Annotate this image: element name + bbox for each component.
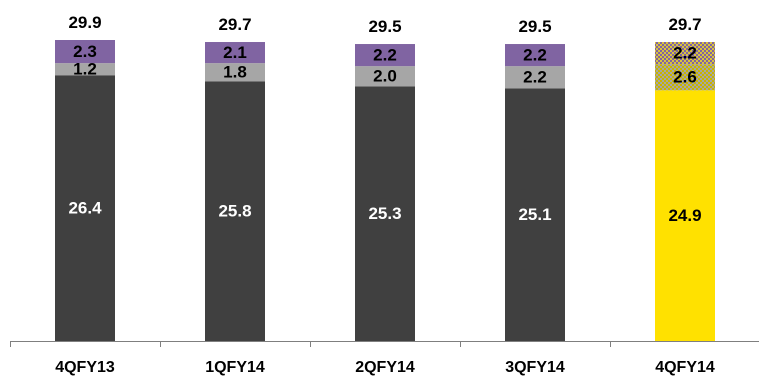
data-label-middle-4QFY13: 1.2 bbox=[73, 60, 97, 79]
bar-segment-base-3QFY14 bbox=[505, 88, 565, 341]
bar-segment-top-4QFY14 bbox=[655, 42, 715, 65]
data-label-middle-2QFY14: 2.0 bbox=[373, 67, 397, 86]
total-label-3QFY14: 29.5 bbox=[518, 17, 551, 36]
bar-segment-top-2QFY14 bbox=[355, 44, 415, 67]
data-label-top-2QFY14: 2.2 bbox=[373, 46, 397, 65]
bar-segment-top-1QFY14 bbox=[205, 42, 265, 64]
bar-segment-top-4QFY13 bbox=[55, 40, 115, 64]
data-label-base-1QFY14: 25.8 bbox=[218, 202, 251, 221]
data-label-top-3QFY14: 2.2 bbox=[523, 46, 547, 65]
data-label-middle-3QFY14: 2.2 bbox=[523, 68, 547, 87]
bar-segment-middle-4QFY14 bbox=[655, 64, 715, 91]
data-label-base-4QFY14: 24.9 bbox=[668, 206, 701, 225]
bar-segment-base-4QFY14 bbox=[655, 90, 715, 342]
x-axis bbox=[10, 341, 759, 347]
bar-segment-base-1QFY14 bbox=[205, 81, 265, 342]
data-label-middle-1QFY14: 1.8 bbox=[223, 63, 247, 82]
category-label-3QFY14: 3QFY14 bbox=[505, 359, 565, 376]
data-label-base-3QFY14: 25.1 bbox=[518, 205, 551, 224]
data-label-middle-4QFY14: 2.6 bbox=[673, 68, 697, 87]
total-label-4QFY14: 29.7 bbox=[668, 15, 701, 34]
category-label-4QFY14: 4QFY14 bbox=[655, 359, 715, 376]
category-label-1QFY14: 1QFY14 bbox=[205, 359, 265, 376]
category-label-2QFY14: 2QFY14 bbox=[355, 359, 415, 376]
labels-layer: 26.4 1.22.3 29.9 4QFY13 25.8 1.82.1 29.7 1QFY14… bbox=[55, 13, 715, 376]
data-label-top-4QFY13: 2.3 bbox=[73, 42, 97, 61]
bar-segment-middle-1QFY14 bbox=[205, 63, 265, 82]
bars-layer bbox=[55, 40, 715, 342]
total-label-2QFY14: 29.5 bbox=[368, 17, 401, 36]
bar-segment-base-2QFY14 bbox=[355, 86, 415, 341]
bar-segment-middle-2QFY14 bbox=[355, 66, 415, 87]
bar-segment-top-3QFY14 bbox=[505, 44, 565, 67]
data-label-base-2QFY14: 25.3 bbox=[368, 204, 401, 223]
data-label-base-4QFY13: 26.4 bbox=[68, 199, 102, 218]
data-label-top-1QFY14: 2.1 bbox=[223, 43, 247, 62]
data-label-top-4QFY14: 2.2 bbox=[673, 44, 697, 63]
bar-segment-base-4QFY13 bbox=[55, 75, 115, 341]
category-label-4QFY13: 4QFY13 bbox=[55, 359, 115, 376]
bar-segment-middle-4QFY13 bbox=[55, 63, 115, 76]
total-label-4QFY13: 29.9 bbox=[68, 13, 101, 32]
bar-segment-middle-3QFY14 bbox=[505, 66, 565, 89]
total-label-1QFY14: 29.7 bbox=[218, 15, 251, 34]
